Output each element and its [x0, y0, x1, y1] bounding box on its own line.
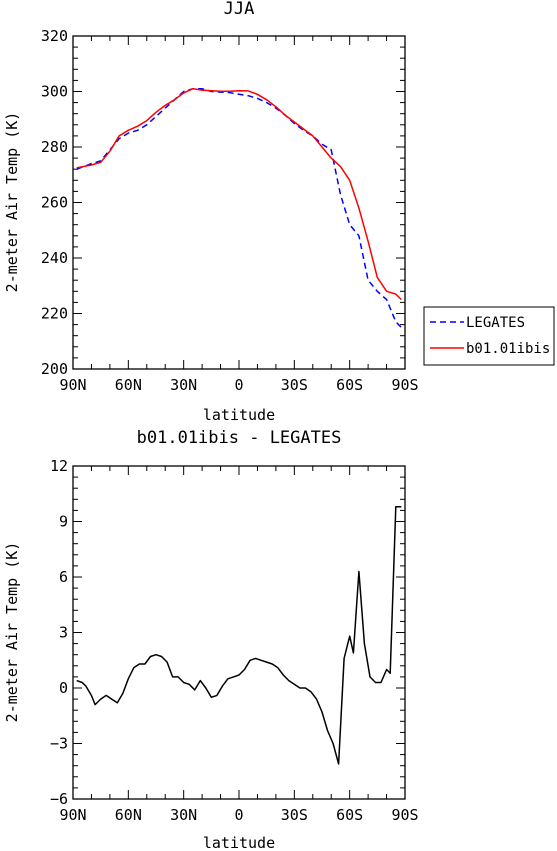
x-tick-label: 30N — [170, 806, 197, 824]
top-panel-ylabel: 2-meter Air Temp (K) — [3, 112, 21, 293]
legend-box — [423, 306, 555, 366]
y-tick-label: 260 — [41, 194, 68, 212]
x-tick-label: 90S — [391, 376, 418, 394]
y-tick-label: 240 — [41, 249, 68, 267]
x-tick-label: 60S — [336, 806, 363, 824]
bottom-panel: b01.01ibis - LEGATES latitude 2-meter Ai… — [3, 428, 419, 851]
x-tick-label: 90S — [391, 806, 418, 824]
x-tick-label: 0 — [234, 376, 243, 394]
y-tick-label: 220 — [41, 305, 68, 323]
bottom-panel-ticks: 90N 60N 30N 0 30S 60S 90S −6 −3 0 3 6 9 12 — [50, 457, 419, 824]
y-tick-label: 280 — [41, 138, 68, 156]
top-panel-series — [76, 87, 402, 328]
bottom-panel-title: b01.01ibis - LEGATES — [137, 428, 342, 448]
bottom-panel-ylabel: 2-meter Air Temp (K) — [3, 542, 21, 723]
top-panel-xlabel: latitude — [203, 406, 275, 424]
y-tick-label: 320 — [41, 27, 68, 45]
y-tick-label: 3 — [59, 624, 68, 642]
bottom-panel-series — [76, 505, 402, 765]
top-panel: JJA latitude 2-meter Air Temp (K) 90N 60N… — [3, 0, 419, 424]
y-tick-label: 9 — [59, 513, 68, 531]
y-tick-label: 300 — [41, 83, 68, 101]
x-tick-label: 90N — [59, 806, 86, 824]
bottom-panel-xlabel: latitude — [203, 834, 275, 851]
x-tick-label: 30S — [281, 806, 308, 824]
y-tick-label: 0 — [59, 679, 68, 697]
top-panel-ticks: 90N 60N 30N 0 30S 60S 90S 200 220 240 260 280 300 320 — [41, 27, 419, 394]
y-tick-label: 6 — [59, 568, 68, 586]
x-tick-label: 60N — [115, 376, 142, 394]
legend-label-b01-01ibis: b01.01ibis — [466, 341, 550, 357]
series-line-legates — [76, 87, 402, 328]
legend: LEGATES b01.01ibis — [423, 306, 555, 366]
y-tick-label: 200 — [41, 360, 68, 378]
x-tick-label: 0 — [234, 806, 243, 824]
x-tick-label: 30N — [170, 376, 197, 394]
x-tick-label: 60S — [336, 376, 363, 394]
top-panel-title: JJA — [224, 0, 255, 19]
x-tick-label: 90N — [59, 376, 86, 394]
bottom-panel-frame — [72, 465, 406, 800]
y-tick-label: −6 — [50, 790, 68, 808]
top-panel-frame — [72, 35, 406, 370]
y-tick-label: 12 — [50, 457, 68, 475]
y-tick-label: −3 — [50, 735, 68, 753]
series-line-b01-01ibis — [76, 87, 402, 301]
legend-label-legates: LEGATES — [466, 315, 525, 331]
series-line-difference-0 — [76, 505, 402, 765]
x-tick-label: 60N — [115, 806, 142, 824]
x-tick-label: 30S — [281, 376, 308, 394]
